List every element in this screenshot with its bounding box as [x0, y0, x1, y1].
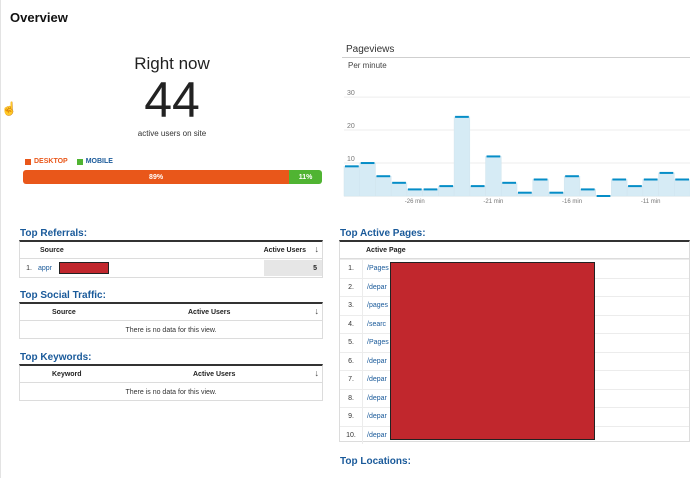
page-rank: 3. [340, 297, 363, 315]
keywords-keyword-header[interactable]: Keyword [52, 370, 82, 378]
sort-down-icon[interactable]: ↓ [314, 368, 320, 378]
x-tick-label: -21 min [483, 199, 503, 205]
desktop-share-segment[interactable]: 89% [23, 170, 290, 184]
pages-active-page-header[interactable]: Active Page [366, 246, 406, 254]
top-pages-title: Top Active Pages: [340, 228, 426, 239]
pageviews-bar[interactable] [674, 179, 690, 197]
hand-pointer-icon: ☝ [1, 101, 18, 116]
page-path-link[interactable]: /searc [367, 320, 387, 328]
top-keywords-table: Keyword Active Users ↓ There is no data … [19, 364, 323, 401]
page-path-link[interactable]: /depar [367, 376, 387, 384]
sort-down-icon[interactable]: ↓ [314, 244, 320, 254]
page-rank: 5. [340, 334, 363, 352]
keywords-users-header[interactable]: Active Users [193, 370, 236, 378]
pageviews-bar[interactable] [626, 185, 644, 197]
y-tick-label: 20 [347, 123, 355, 130]
page-title: Overview [10, 10, 68, 25]
table-row[interactable]: 1. appr 5 [20, 259, 322, 277]
referral-active-users: 5 [264, 260, 322, 276]
legend-desktop[interactable]: DESKTOP [25, 158, 68, 165]
right-now-title: Right now [134, 54, 210, 73]
pageviews-bar[interactable] [359, 162, 376, 197]
top-referrals-header: Source Active Users ↓ [20, 242, 322, 259]
page-rank: 1. [340, 260, 363, 278]
referrals-source-header[interactable]: Source [40, 246, 64, 254]
referral-rank: 1. [26, 264, 32, 272]
active-users-caption: active users on site [137, 129, 207, 138]
pageviews-bar[interactable] [438, 185, 455, 197]
page-path-link[interactable]: /Pages [367, 265, 389, 273]
page-path-link[interactable]: /depar [367, 394, 387, 402]
mobile-share-segment[interactable]: 11% [289, 170, 322, 184]
pageviews-bar[interactable] [343, 166, 360, 197]
page-path-link[interactable]: /depar [367, 283, 387, 291]
top-referrals-table: Source Active Users ↓ 1. appr 5 [19, 240, 323, 278]
page-path-link[interactable]: /depar [367, 413, 387, 421]
y-tick-label: 10 [347, 156, 355, 163]
social-empty-message: There is no data for this view. [125, 326, 217, 334]
social-users-header[interactable]: Active Users [188, 308, 231, 316]
page-path-link[interactable]: /Pages [367, 339, 389, 347]
top-social-table: Source Active Users ↓ There is no data f… [19, 302, 323, 339]
left-edge-divider [0, 0, 1, 478]
pageviews-bar[interactable] [469, 185, 486, 197]
top-keywords-title: Top Keywords: [20, 352, 92, 363]
page-path-link[interactable]: /pages [367, 302, 389, 310]
social-source-header[interactable]: Source [52, 308, 76, 316]
x-tick-label: -11 min [641, 199, 661, 205]
top-social-title: Top Social Traffic: [20, 290, 106, 301]
top-social-header: Source Active Users ↓ [20, 304, 322, 321]
pageviews-bar[interactable] [390, 182, 408, 197]
pageviews-bar[interactable] [501, 182, 518, 197]
pageviews-title: Pageviews [346, 44, 395, 55]
page-rank: 10. [340, 426, 363, 444]
mobile-swatch-icon [76, 158, 83, 165]
device-split-bar: 89% 11% [23, 170, 322, 184]
page-rank: 4. [340, 315, 363, 333]
top-referrals-title: Top Referrals: [20, 228, 88, 239]
pageviews-bar[interactable] [563, 175, 581, 197]
pageviews-subtitle: Per minute [348, 61, 387, 70]
referrals-users-header[interactable]: Active Users [263, 246, 306, 254]
pageviews-bar[interactable] [532, 179, 549, 197]
legend-desktop-label: DESKTOP [34, 158, 68, 165]
page-rank: 8. [340, 389, 363, 407]
desktop-swatch-icon [25, 158, 31, 165]
legend-mobile[interactable]: MOBILE [76, 158, 113, 165]
pageviews-bar[interactable] [485, 156, 502, 197]
page-path-link[interactable]: /depar [367, 357, 387, 365]
redaction-box [59, 262, 109, 274]
pageviews-bar[interactable] [375, 175, 392, 197]
pageviews-bar[interactable] [453, 116, 471, 197]
sort-down-icon[interactable]: ↓ [314, 306, 320, 316]
table-row[interactable]: 1. /Pages [340, 259, 689, 278]
device-legend: DESKTOP MOBILE [25, 158, 113, 165]
pageviews-chart: 10 20 30 -26 min -21 min -16 min -11 min [343, 90, 690, 205]
pageviews-bar[interactable] [642, 179, 659, 197]
y-tick-label: 30 [347, 90, 355, 97]
x-tick-label: -26 min [405, 199, 425, 205]
pageviews-divider [342, 57, 690, 58]
top-pages-header: Active Page [340, 242, 689, 259]
top-keywords-header: Keyword Active Users ↓ [20, 366, 322, 383]
top-locations-title: Top Locations: [340, 456, 411, 467]
legend-mobile-label: MOBILE [85, 158, 113, 165]
page-rank: 7. [340, 371, 363, 389]
redaction-box [390, 262, 595, 440]
keywords-empty-message: There is no data for this view. [125, 388, 217, 396]
page-rank: 9. [340, 408, 363, 426]
active-users-count: 44 [144, 72, 200, 128]
x-tick-label: -16 min [562, 199, 582, 205]
pageviews-bar[interactable] [611, 179, 628, 197]
referral-source-link[interactable]: appr [38, 264, 53, 272]
pageviews-bar[interactable] [658, 172, 675, 197]
page-rank: 2. [340, 278, 363, 296]
page-path-link[interactable]: /depar [367, 431, 387, 439]
page-rank: 6. [340, 352, 363, 370]
